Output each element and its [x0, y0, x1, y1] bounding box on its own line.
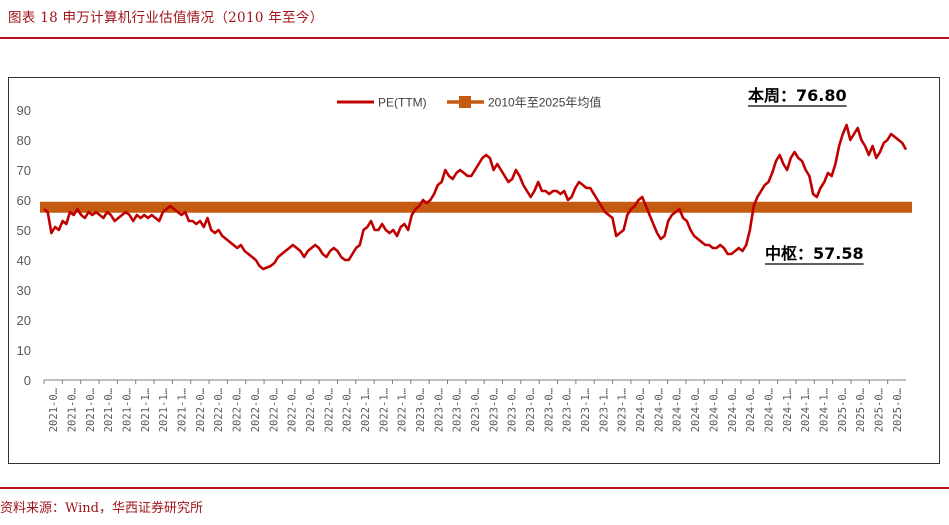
x-tick-label: 2022-0… [195, 388, 207, 432]
x-tick-label: 2022-0… [287, 388, 299, 432]
x-tick-label: 2023-0… [543, 388, 555, 432]
y-tick-label: 80 [17, 133, 31, 148]
x-tick-label: 2023-0… [525, 388, 537, 432]
y-tick-label: 10 [17, 343, 31, 358]
top-divider [0, 37, 949, 39]
chart-frame [8, 77, 940, 464]
x-tick-label: 2021-0… [67, 388, 79, 432]
x-tick-label: 2025-0… [873, 388, 885, 432]
x-tick-label: 2023-0… [452, 388, 464, 432]
x-tick-label: 2023-1… [580, 388, 592, 432]
x-tick-label: 2021-1… [140, 388, 152, 432]
x-tick-label: 2024-1… [800, 388, 812, 432]
bottom-divider [0, 487, 949, 489]
x-tick-label: 2021-0… [122, 388, 134, 432]
y-tick-label: 60 [17, 193, 31, 208]
x-tick-label: 2021-0… [103, 388, 115, 432]
x-tick-label: 2022-0… [342, 388, 354, 432]
x-tick-label: 2023-0… [415, 388, 427, 432]
y-tick-label: 0 [24, 373, 31, 388]
y-tick-label: 40 [17, 253, 31, 268]
x-tick-label: 2021-0… [85, 388, 97, 432]
x-tick-label: 2021-1… [177, 388, 189, 432]
y-tick-label: 70 [17, 163, 31, 178]
source-note: 资料来源：Wind，华西证券研究所 [0, 501, 203, 516]
x-tick-label: 2022-0… [250, 388, 262, 432]
x-tick-label: 2023-1… [598, 388, 610, 432]
x-tick-label: 2023-0… [433, 388, 445, 432]
x-tick-label: 2023-0… [488, 388, 500, 432]
x-tick-label: 2023-0… [507, 388, 519, 432]
x-tick-label: 2024-0… [672, 388, 684, 432]
y-tick-label: 20 [17, 313, 31, 328]
x-tick-label: 2024-0… [745, 388, 757, 432]
pe-valuation-chart: 0 10 20 30 40 50 60 70 80 90 2021-0… 2021-0… 2021-0…… [17, 86, 912, 432]
annotation-center: 中枢：57.58 [765, 244, 864, 263]
x-tick-label: 2022-1… [378, 388, 390, 432]
x-tick-label: 2024-0… [727, 388, 739, 432]
legend-label-mean: 2010年至2025年均值 [488, 95, 601, 110]
y-tick-label: 90 [17, 103, 31, 118]
x-tick-label: 2023-0… [562, 388, 574, 432]
x-tick-label: 2022-1… [397, 388, 409, 432]
x-tick-label: 2022-0… [268, 388, 280, 432]
x-tick-label: 2022-0… [305, 388, 317, 432]
x-tick-label: 2021-0… [48, 388, 60, 432]
x-tick-label: 2025-0… [855, 388, 867, 432]
x-tick-label: 2022-0… [213, 388, 225, 432]
legend-label-pe: PE(TTM) [378, 96, 427, 110]
x-tick-label: 2024-0… [708, 388, 720, 432]
x-tick-label: 2025-0… [892, 388, 904, 432]
x-tick-label: 2025-0… [837, 388, 849, 432]
x-tick-label: 2024-0… [763, 388, 775, 432]
x-tick-label: 2024-1… [818, 388, 830, 432]
y-tick-label: 50 [17, 223, 31, 238]
x-tick-label: 2024-1… [782, 388, 794, 432]
x-tick-label: 2021-1… [158, 388, 170, 432]
pe-ttm-line [43, 123, 908, 271]
y-tick-label: 30 [17, 283, 31, 298]
x-tick-label: 2022-1… [360, 388, 372, 432]
legend-swatch-mean-marker [459, 96, 471, 108]
x-tick-label: 2022-0… [323, 388, 335, 432]
x-tick-label: 2024-0… [635, 388, 647, 432]
x-tick-label: 2022-0… [232, 388, 244, 432]
x-tick-label: 2023-0… [470, 388, 482, 432]
x-tick-label: 2024-0… [690, 388, 702, 432]
x-tick-label: 2024-0… [653, 388, 665, 432]
x-tick-label: 2023-1… [617, 388, 629, 432]
annotation-current-week: 本周：76.80 [748, 86, 847, 105]
figure-title: 图表 18 申万计算机行业估值情况（2010 年至今） [8, 10, 324, 26]
